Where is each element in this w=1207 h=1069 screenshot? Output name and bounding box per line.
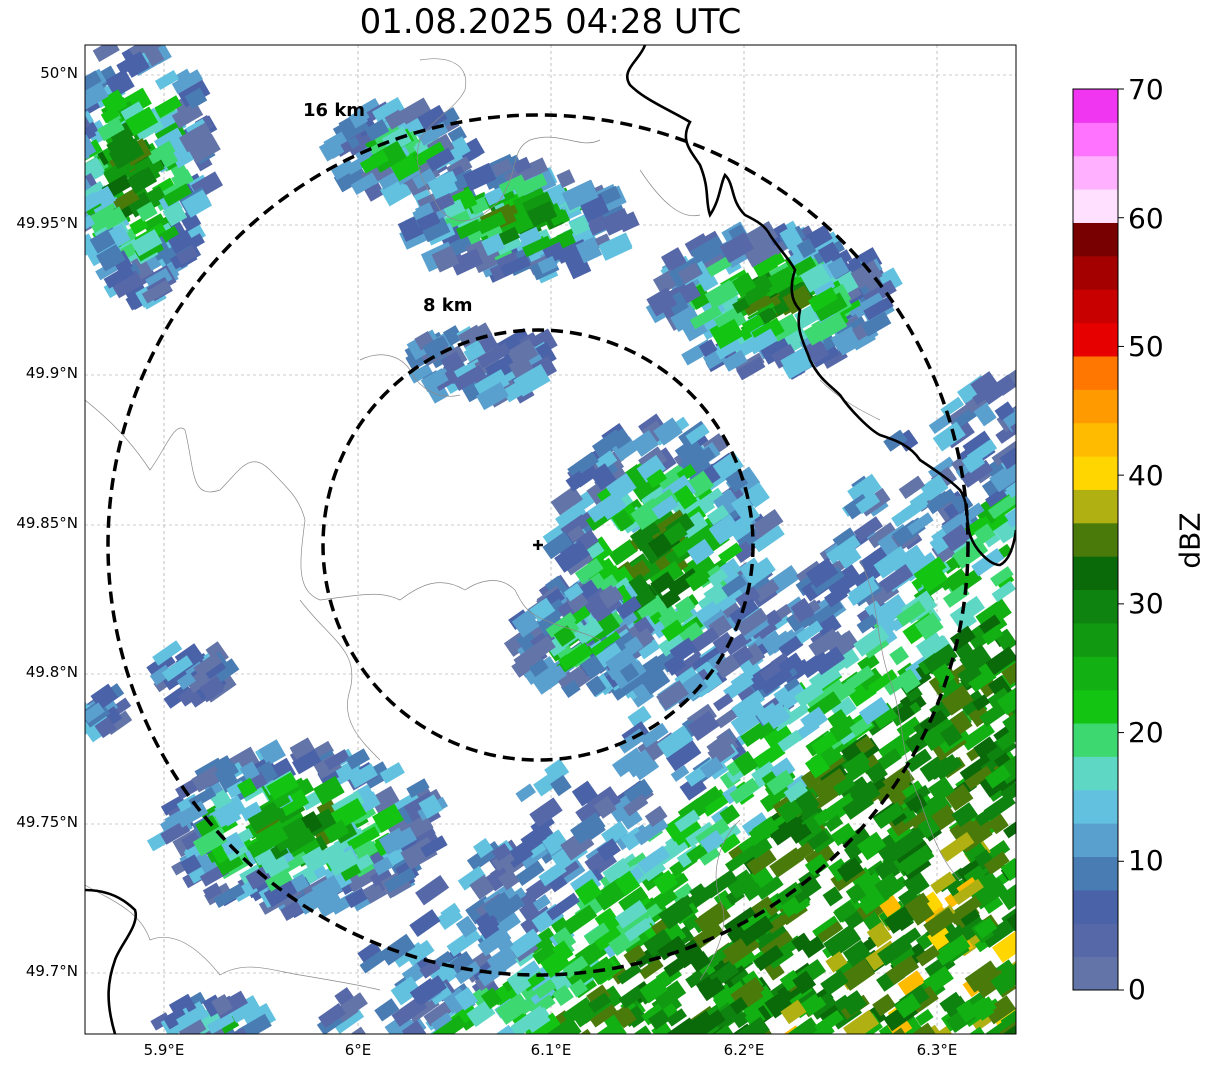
colorbar-segment [1073,656,1118,691]
colorbar-segment [1073,189,1118,223]
colorbar-segment [1073,556,1118,591]
radar-center-marker [533,540,543,550]
range-ring-label-16km: 16 km [303,100,366,121]
colorbar-tick-marks [1118,88,1124,991]
colorbar-segment [1073,856,1118,891]
lon-tick-label: 6.2°E [723,1041,765,1059]
range-ring-8km [321,328,755,762]
regional-borders [85,58,961,991]
colorbar-segment [1073,389,1118,424]
colorbar-segment [1073,122,1118,157]
colorbar-segment [1073,889,1118,924]
colorbar-segment [1073,489,1118,524]
colorbar-frame [1072,88,1119,991]
lon-tick-label: 6.3°E [916,1041,958,1059]
colorbar-tick-label: 40 [1128,459,1164,492]
colorbar-segment [1073,723,1118,757]
colorbar-segment [1073,589,1118,624]
colorbar-segment [1073,689,1118,724]
national-border [85,45,1016,1034]
colorbar-segment [1073,322,1118,357]
colorbar-segment [1073,789,1118,824]
colorbar-segment [1073,456,1118,490]
colorbar-segment [1073,522,1118,557]
colorbar-segment [1073,756,1118,791]
lat-tick-label: 49.85°N [16,514,78,532]
lon-tick-label: 6°E [344,1041,372,1059]
range-ring-label-8km: 8 km [423,295,473,316]
radar-reflectivity-echoes [85,45,1016,1034]
colorbar-segment [1073,255,1118,290]
map-frame [84,44,1017,1035]
colorbar-tick-label: 60 [1128,202,1164,235]
colorbar-segment [1073,923,1118,958]
colorbar-segment [1073,355,1118,390]
range-ring-16km [106,113,970,977]
lat-tick-label: 49.75°N [16,813,78,831]
lat-tick-label: 50°N [40,64,78,82]
colorbar-tick-label: 20 [1128,716,1164,749]
colorbar-segment [1073,823,1118,858]
colorbar-segment [1073,956,1118,991]
colorbar-tick-label: 10 [1128,844,1164,877]
colorbar-segment [1073,289,1118,324]
colorbar-tick-label: 30 [1128,587,1164,620]
colorbar-segment [1073,155,1118,190]
colorbar-tick-label: 0 [1128,973,1146,1006]
colorbar-segment [1073,89,1118,123]
lat-tick-label: 49.8°N [25,663,78,681]
lon-tick-label: 5.9°E [143,1041,185,1059]
colorbar-segment [1073,422,1118,457]
colorbar-tick-label: 50 [1128,330,1164,363]
colorbar [1073,89,1118,991]
map-title: 01.08.2025 04:28 UTC [359,2,742,42]
lat-tick-label: 49.7°N [25,962,78,980]
lon-tick-label: 6.1°E [530,1041,572,1059]
colorbar-segment [1073,222,1118,257]
lat-tick-label: 49.9°N [25,364,78,382]
lat-tick-label: 49.95°N [16,214,78,232]
colorbar-unit-label: dBZ [1173,512,1207,569]
colorbar-tick-label: 70 [1128,73,1164,106]
colorbar-segment [1073,622,1118,657]
